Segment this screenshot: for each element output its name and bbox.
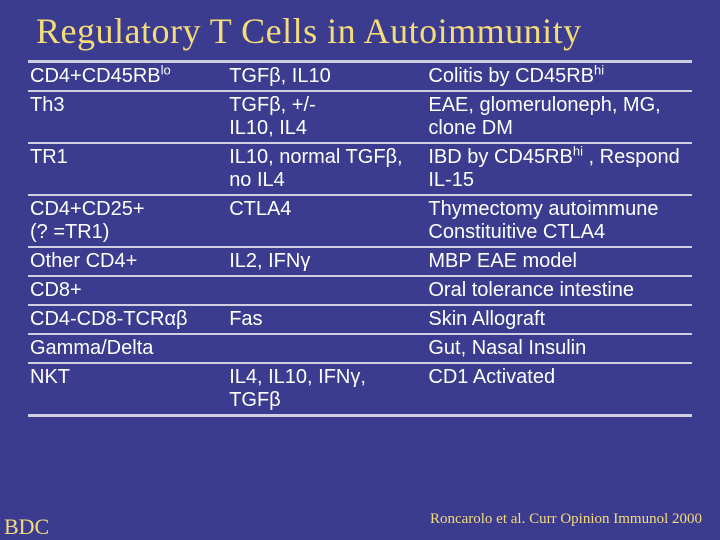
table-cell-col1: Other CD4+: [28, 247, 227, 276]
table-cell-col1: Gamma/Delta: [28, 334, 227, 363]
table-row: CD4+CD25+(? =TR1)CTLA4Thymectomy autoimm…: [28, 195, 692, 247]
table-cell-col1: CD4+CD45RBlo: [28, 62, 227, 92]
table-cell-col2: [227, 334, 426, 363]
table-cell-col3: Oral tolerance intestine: [426, 276, 692, 305]
table-row: Th3TGFβ, +/-IL10, IL4EAE, glomeruloneph,…: [28, 91, 692, 143]
table-cell-col1: TR1: [28, 143, 227, 195]
table-cell-col3: Gut, Nasal Insulin: [426, 334, 692, 363]
table-cell-col3: MBP EAE model: [426, 247, 692, 276]
table-cell-col3: Colitis by CD45RBhi: [426, 62, 692, 92]
table-cell-col3: EAE, glomeruloneph, MG, clone DM: [426, 91, 692, 143]
table-cell-col1: CD8+: [28, 276, 227, 305]
table-cell-col3: IBD by CD45RBhi , Respond IL-15: [426, 143, 692, 195]
slide-title: Regulatory T Cells in Autoimmunity: [0, 0, 720, 60]
table-row: Gamma/Delta Gut, Nasal Insulin: [28, 334, 692, 363]
table-cell-col1: Th3: [28, 91, 227, 143]
table-cell-col3: Thymectomy autoimmune Constituitive CTLA…: [426, 195, 692, 247]
table-cell-col2: IL10, normal TGFβ, no IL4: [227, 143, 426, 195]
footer-citation: Roncarolo et al. Curr Opinion Immunol 20…: [430, 511, 702, 528]
table-row: NKTIL4, IL10, IFNγ, TGFβCD1 Activated: [28, 363, 692, 416]
table-cell-col2: CTLA4: [227, 195, 426, 247]
table-cell-col3: CD1 Activated: [426, 363, 692, 416]
table-container: CD4+CD45RBloTGFβ, IL10Colitis by CD45RBh…: [28, 60, 692, 417]
regulatory-tcells-table: CD4+CD45RBloTGFβ, IL10Colitis by CD45RBh…: [28, 60, 692, 417]
table-cell-col1: CD4-CD8-TCRαβ: [28, 305, 227, 334]
footer-left-label: BDC: [4, 514, 49, 540]
table-row: TR1IL10, normal TGFβ, no IL4IBD by CD45R…: [28, 143, 692, 195]
table-cell-col1: CD4+CD25+(? =TR1): [28, 195, 227, 247]
table-row: CD4-CD8-TCRαβFasSkin Allograft: [28, 305, 692, 334]
table-cell-col2: IL2, IFNγ: [227, 247, 426, 276]
table-cell-col3: Skin Allograft: [426, 305, 692, 334]
table-cell-col2: TGFβ, IL10: [227, 62, 426, 92]
table-row: CD4+CD45RBloTGFβ, IL10Colitis by CD45RBh…: [28, 62, 692, 92]
table-row: CD8+ Oral tolerance intestine: [28, 276, 692, 305]
table-row: Other CD4+IL2, IFNγMBP EAE model: [28, 247, 692, 276]
table-cell-col2: [227, 276, 426, 305]
table-cell-col2: TGFβ, +/-IL10, IL4: [227, 91, 426, 143]
table-cell-col1: NKT: [28, 363, 227, 416]
table-cell-col2: IL4, IL10, IFNγ, TGFβ: [227, 363, 426, 416]
table-cell-col2: Fas: [227, 305, 426, 334]
